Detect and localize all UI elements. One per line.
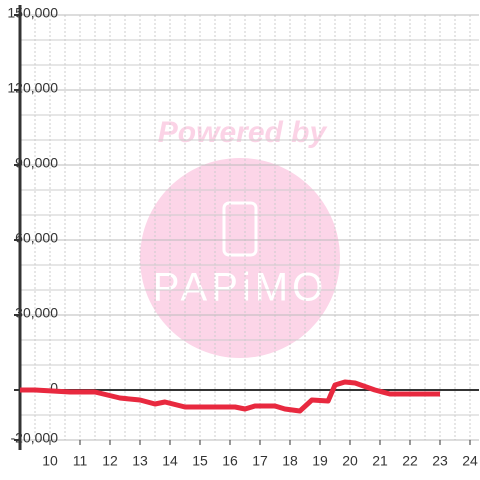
x-tick-label: 12 <box>102 453 118 469</box>
x-tick-label: 22 <box>402 453 418 469</box>
x-tick-label: 15 <box>192 453 208 469</box>
x-tick-label: 11 <box>73 453 88 469</box>
x-tick-label: 21 <box>372 453 388 469</box>
x-tick-label: 24 <box>462 453 478 469</box>
y-tick-label: 0 <box>50 380 58 396</box>
x-tick-label: 10 <box>42 453 58 469</box>
x-tick-label: 20 <box>342 453 358 469</box>
x-tick-label: 16 <box>222 453 238 469</box>
x-tick-label: 17 <box>252 453 268 469</box>
x-tick-label: 13 <box>132 453 148 469</box>
y-tick-label: 150,000 <box>7 5 58 21</box>
y-tick-label: 30,000 <box>15 305 58 321</box>
watermark-text: Powered by <box>158 116 328 149</box>
y-tick-label: -20,000 <box>11 430 59 446</box>
watermark-logo: PAPiMO <box>153 266 327 310</box>
x-tick-label: 19 <box>312 453 328 469</box>
y-tick-label: 90,000 <box>15 155 58 171</box>
x-tick-label: 18 <box>282 453 298 469</box>
x-tick-label: 14 <box>162 453 178 469</box>
plot <box>20 379 440 414</box>
watermark-phone <box>222 201 258 257</box>
y-tick-label: 60,000 <box>15 230 58 246</box>
y-tick-label: 120,000 <box>7 80 58 96</box>
data-line <box>20 379 440 414</box>
x-tick-label: 23 <box>432 453 448 469</box>
